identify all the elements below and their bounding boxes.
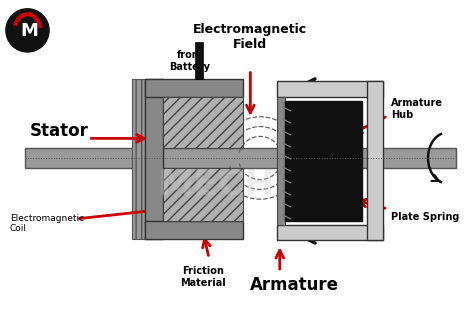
Text: Armature
Hub: Armature Hub	[391, 98, 443, 120]
Bar	[146, 79, 163, 239]
Text: MECH: MECH	[157, 167, 275, 202]
Text: Electromagnetic
Coil: Electromagnetic Coil	[10, 214, 84, 234]
Circle shape	[6, 9, 49, 52]
Bar	[277, 97, 285, 225]
Bar	[132, 79, 146, 239]
Text: Friction
Material: Friction Material	[180, 266, 226, 288]
Text: Stator: Stator	[29, 122, 88, 139]
Bar	[285, 101, 362, 221]
Text: from
Battery: from Battery	[169, 50, 210, 72]
Bar	[195, 42, 203, 79]
Bar	[146, 221, 244, 239]
Text: Armature: Armature	[250, 276, 339, 294]
Bar	[277, 225, 383, 240]
Bar	[163, 97, 244, 148]
Text: M: M	[20, 22, 38, 40]
Bar	[367, 82, 383, 240]
Text: Plate Spring: Plate Spring	[391, 212, 459, 222]
Bar	[25, 148, 456, 168]
Bar	[146, 79, 244, 97]
Bar	[277, 82, 383, 97]
Text: Electromagnetic
Field: Electromagnetic Field	[193, 22, 308, 51]
Bar	[163, 168, 244, 221]
